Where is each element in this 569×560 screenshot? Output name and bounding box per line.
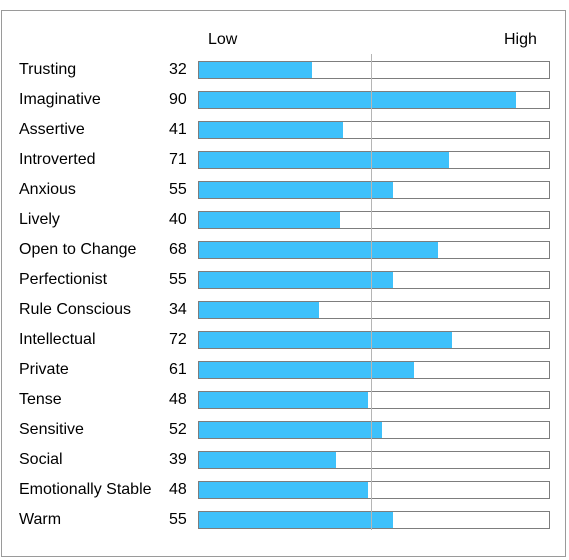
trait-bar: [199, 92, 516, 108]
trait-bar: [199, 392, 368, 408]
scale-high-label: High: [504, 31, 537, 48]
trait-label: Open to Change: [19, 241, 137, 258]
trait-row: Emotionally Stable 48: [0, 480, 569, 510]
trait-bar: [199, 212, 340, 228]
trait-bar-track: [198, 271, 550, 289]
trait-bar-track: [198, 421, 550, 439]
trait-bar: [199, 302, 319, 318]
trait-label: Anxious: [19, 181, 76, 198]
trait-label: Intellectual: [19, 331, 96, 348]
trait-row: Open to Change 68: [0, 240, 569, 270]
trait-score: 55: [169, 181, 187, 198]
trait-bar: [199, 332, 452, 348]
trait-label: Emotionally Stable: [19, 481, 152, 498]
trait-score: 68: [169, 241, 187, 258]
trait-score: 39: [169, 451, 187, 468]
trait-row: Introverted 71: [0, 150, 569, 180]
trait-row: Rule Conscious 34: [0, 300, 569, 330]
trait-row: Perfectionist 55: [0, 270, 569, 300]
trait-label: Tense: [19, 391, 62, 408]
trait-bar: [199, 122, 343, 138]
trait-bar: [199, 242, 438, 258]
trait-bar: [199, 422, 382, 438]
trait-bar: [199, 272, 393, 288]
trait-score: 72: [169, 331, 187, 348]
trait-score: 90: [169, 91, 187, 108]
trait-bar-track: [198, 451, 550, 469]
trait-row: Private 61: [0, 360, 569, 390]
trait-score: 55: [169, 271, 187, 288]
trait-bar: [199, 452, 336, 468]
trait-label: Introverted: [19, 151, 96, 168]
trait-label: Social: [19, 451, 63, 468]
trait-score: 71: [169, 151, 187, 168]
trait-bar-track: [198, 91, 550, 109]
trait-score: 40: [169, 211, 187, 228]
trait-score: 32: [169, 61, 187, 78]
trait-row: Lively 40: [0, 210, 569, 240]
trait-row: Intellectual 72: [0, 330, 569, 360]
trait-bar: [199, 152, 449, 168]
trait-bar-track: [198, 361, 550, 379]
trait-label: Rule Conscious: [19, 301, 132, 318]
trait-row: Assertive 41: [0, 120, 569, 150]
trait-score: 55: [169, 511, 187, 528]
trait-bar-track: [198, 181, 550, 199]
trait-row: Social 39: [0, 450, 569, 480]
trait-row: Sensitive 52: [0, 420, 569, 450]
trait-bar: [199, 62, 312, 78]
trait-row: Warm 55: [0, 510, 569, 540]
trait-bar: [199, 182, 393, 198]
trait-score: 48: [169, 481, 187, 498]
trait-label: Trusting: [19, 61, 77, 78]
trait-label: Sensitive: [19, 421, 84, 438]
trait-bar-track: [198, 211, 550, 229]
trait-row: Anxious 55: [0, 180, 569, 210]
scale-low-label: Low: [208, 31, 238, 48]
midpoint-line: [371, 54, 372, 530]
trait-bar: [199, 482, 368, 498]
trait-bar: [199, 362, 414, 378]
trait-label: Assertive: [19, 121, 85, 138]
trait-row: Tense 48: [0, 390, 569, 420]
trait-bar-track: [198, 151, 550, 169]
trait-bar-track: [198, 511, 550, 529]
trait-bar-track: [198, 301, 550, 319]
trait-label: Imaginative: [19, 91, 101, 108]
trait-bar-track: [198, 121, 550, 139]
trait-bar-track: [198, 481, 550, 499]
trait-label: Lively: [19, 211, 60, 228]
trait-score: 41: [169, 121, 187, 138]
trait-score: 52: [169, 421, 187, 438]
trait-label: Warm: [19, 511, 62, 528]
trait-bar-track: [198, 331, 550, 349]
trait-label: Private: [19, 361, 69, 378]
trait-row: Imaginative 90: [0, 90, 569, 120]
trait-bar: [199, 512, 393, 528]
trait-bar-track: [198, 391, 550, 409]
trait-score: 34: [169, 301, 187, 318]
trait-score: 48: [169, 391, 187, 408]
trait-label: Perfectionist: [19, 271, 108, 288]
trait-score: 61: [169, 361, 187, 378]
trait-bar-track: [198, 241, 550, 259]
trait-row: Trusting 32: [0, 60, 569, 90]
trait-bar-track: [198, 61, 550, 79]
